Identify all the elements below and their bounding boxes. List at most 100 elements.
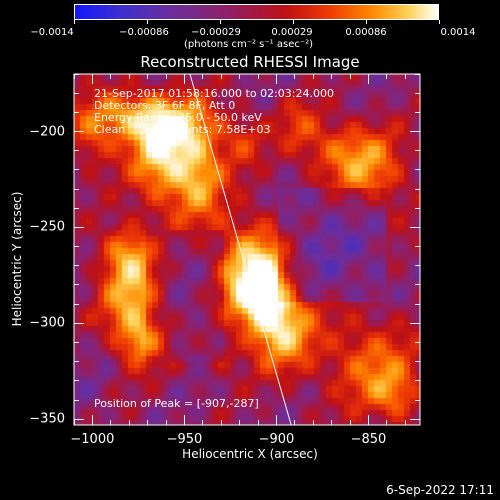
y-axis-minor-tick xyxy=(415,246,420,248)
annotation-time-range: 21-Sep-2017 01:58:16.000 to 02:03:24.000 xyxy=(94,87,334,100)
x-axis-minor-tick xyxy=(110,74,112,79)
y-axis-minor-tick xyxy=(74,265,79,267)
x-axis-minor-tick xyxy=(202,420,204,425)
colorbar-tick xyxy=(366,20,367,24)
y-axis-tick xyxy=(410,418,420,420)
annotation-energy-range: Energy Range: 25.0 - 50.0 keV xyxy=(94,111,262,124)
x-axis-tick xyxy=(275,74,277,84)
x-axis-label: Heliocentric X (arcsec) xyxy=(182,447,318,461)
x-axis-minor-tick xyxy=(294,420,296,425)
colorbar-tick xyxy=(293,20,294,24)
x-axis-minor-tick xyxy=(294,74,296,79)
x-axis-minor-tick xyxy=(349,74,351,79)
y-axis-tick xyxy=(74,322,84,324)
x-axis-minor-tick xyxy=(147,74,149,79)
y-axis-tick xyxy=(410,322,420,324)
x-axis-minor-tick xyxy=(331,74,333,79)
colorbar-tick-label: −0.00086 xyxy=(119,27,169,38)
y-axis-tick xyxy=(74,226,84,228)
y-axis-tick xyxy=(74,418,84,420)
y-axis-minor-tick xyxy=(74,111,79,113)
y-axis-tick xyxy=(74,131,84,133)
x-axis-minor-tick xyxy=(165,420,167,425)
y-axis-minor-tick xyxy=(74,361,79,363)
colorbar-tick xyxy=(439,20,440,24)
x-axis-tick-label: −1000 xyxy=(70,432,115,447)
y-axis-minor-tick xyxy=(74,380,79,382)
x-axis-minor-tick xyxy=(404,420,406,425)
y-axis-minor-tick xyxy=(415,342,420,344)
x-axis-minor-tick xyxy=(147,420,149,425)
x-axis-minor-tick xyxy=(128,420,130,425)
y-axis-minor-tick xyxy=(74,73,79,75)
x-axis-minor-tick xyxy=(128,74,130,79)
y-axis-minor-tick xyxy=(415,380,420,382)
colorbar-tick xyxy=(220,20,221,24)
y-axis-minor-tick xyxy=(74,342,79,344)
x-axis-tick xyxy=(91,74,93,84)
y-axis-minor-tick xyxy=(415,92,420,94)
colorbar-tick-label: 0.0014 xyxy=(440,27,476,38)
y-axis-minor-tick xyxy=(415,361,420,363)
x-axis-minor-tick xyxy=(239,74,241,79)
y-axis-minor-tick xyxy=(415,265,420,267)
y-axis-minor-tick xyxy=(415,284,420,286)
colorbar-tick-label: −0.00029 xyxy=(191,27,241,38)
colorbar-tick-label: 0.00029 xyxy=(271,27,313,38)
y-axis-minor-tick xyxy=(415,188,420,190)
y-axis-tick-label: −350 xyxy=(29,411,65,427)
x-axis-minor-tick xyxy=(386,74,388,79)
y-axis-tick-label: −300 xyxy=(29,315,65,331)
y-axis-tick xyxy=(410,226,420,228)
x-axis-tick xyxy=(183,415,185,425)
y-axis-minor-tick xyxy=(74,399,79,401)
x-axis-minor-tick xyxy=(404,74,406,79)
x-axis-minor-tick xyxy=(239,420,241,425)
x-axis-minor-tick xyxy=(257,74,259,79)
x-axis-tick-label: −850 xyxy=(350,432,387,447)
y-axis-minor-tick xyxy=(415,399,420,401)
x-axis-tick xyxy=(367,74,369,84)
y-axis-tick xyxy=(410,131,420,133)
colorbar-tick xyxy=(147,20,148,24)
x-axis-minor-tick xyxy=(220,420,222,425)
y-axis-minor-tick xyxy=(74,92,79,94)
x-axis-minor-tick xyxy=(73,420,75,425)
x-axis-minor-tick xyxy=(73,74,75,79)
x-axis-minor-tick xyxy=(202,74,204,79)
x-axis-minor-tick xyxy=(312,420,314,425)
x-axis-tick xyxy=(367,415,369,425)
y-axis-minor-tick xyxy=(74,188,79,190)
y-axis-minor-tick xyxy=(415,303,420,305)
x-axis-tick xyxy=(91,415,93,425)
x-axis-tick-label: −950 xyxy=(166,432,203,447)
y-axis-minor-tick xyxy=(74,303,79,305)
x-axis-minor-tick xyxy=(312,74,314,79)
annotation-detectors: Detectors: 3F 6F 8F, Att 0 xyxy=(94,99,236,112)
x-axis-minor-tick xyxy=(220,74,222,79)
y-axis-minor-tick xyxy=(415,169,420,171)
y-axis-minor-tick xyxy=(415,207,420,209)
x-axis-tick xyxy=(183,74,185,84)
annotation-peak-position: Position of Peak = [-907,-287] xyxy=(94,397,259,410)
y-axis-label: Heliocentric Y (arcsec) xyxy=(10,191,24,327)
colorbar-tick-label: 0.00086 xyxy=(345,27,387,38)
y-axis-tick-label: −250 xyxy=(29,219,65,235)
footer-timestamp: 6-Sep-2022 17:11 xyxy=(386,483,494,497)
chart-title: Reconstructed RHESSI Image xyxy=(140,53,360,71)
x-axis-tick-label: −900 xyxy=(258,432,295,447)
colorbar-units-label: (photons cm⁻² s⁻¹ asec⁻²) xyxy=(184,39,314,50)
y-axis-tick-label: −200 xyxy=(29,124,65,140)
y-axis-minor-tick xyxy=(415,150,420,152)
y-axis-minor-tick xyxy=(74,246,79,248)
colorbar xyxy=(74,4,439,20)
x-axis-tick xyxy=(275,415,277,425)
colorbar-tick xyxy=(74,20,75,24)
y-axis-minor-tick xyxy=(415,111,420,113)
x-axis-minor-tick xyxy=(331,420,333,425)
x-axis-minor-tick xyxy=(386,420,388,425)
x-axis-minor-tick xyxy=(165,74,167,79)
y-axis-minor-tick xyxy=(415,73,420,75)
y-axis-minor-tick xyxy=(74,284,79,286)
